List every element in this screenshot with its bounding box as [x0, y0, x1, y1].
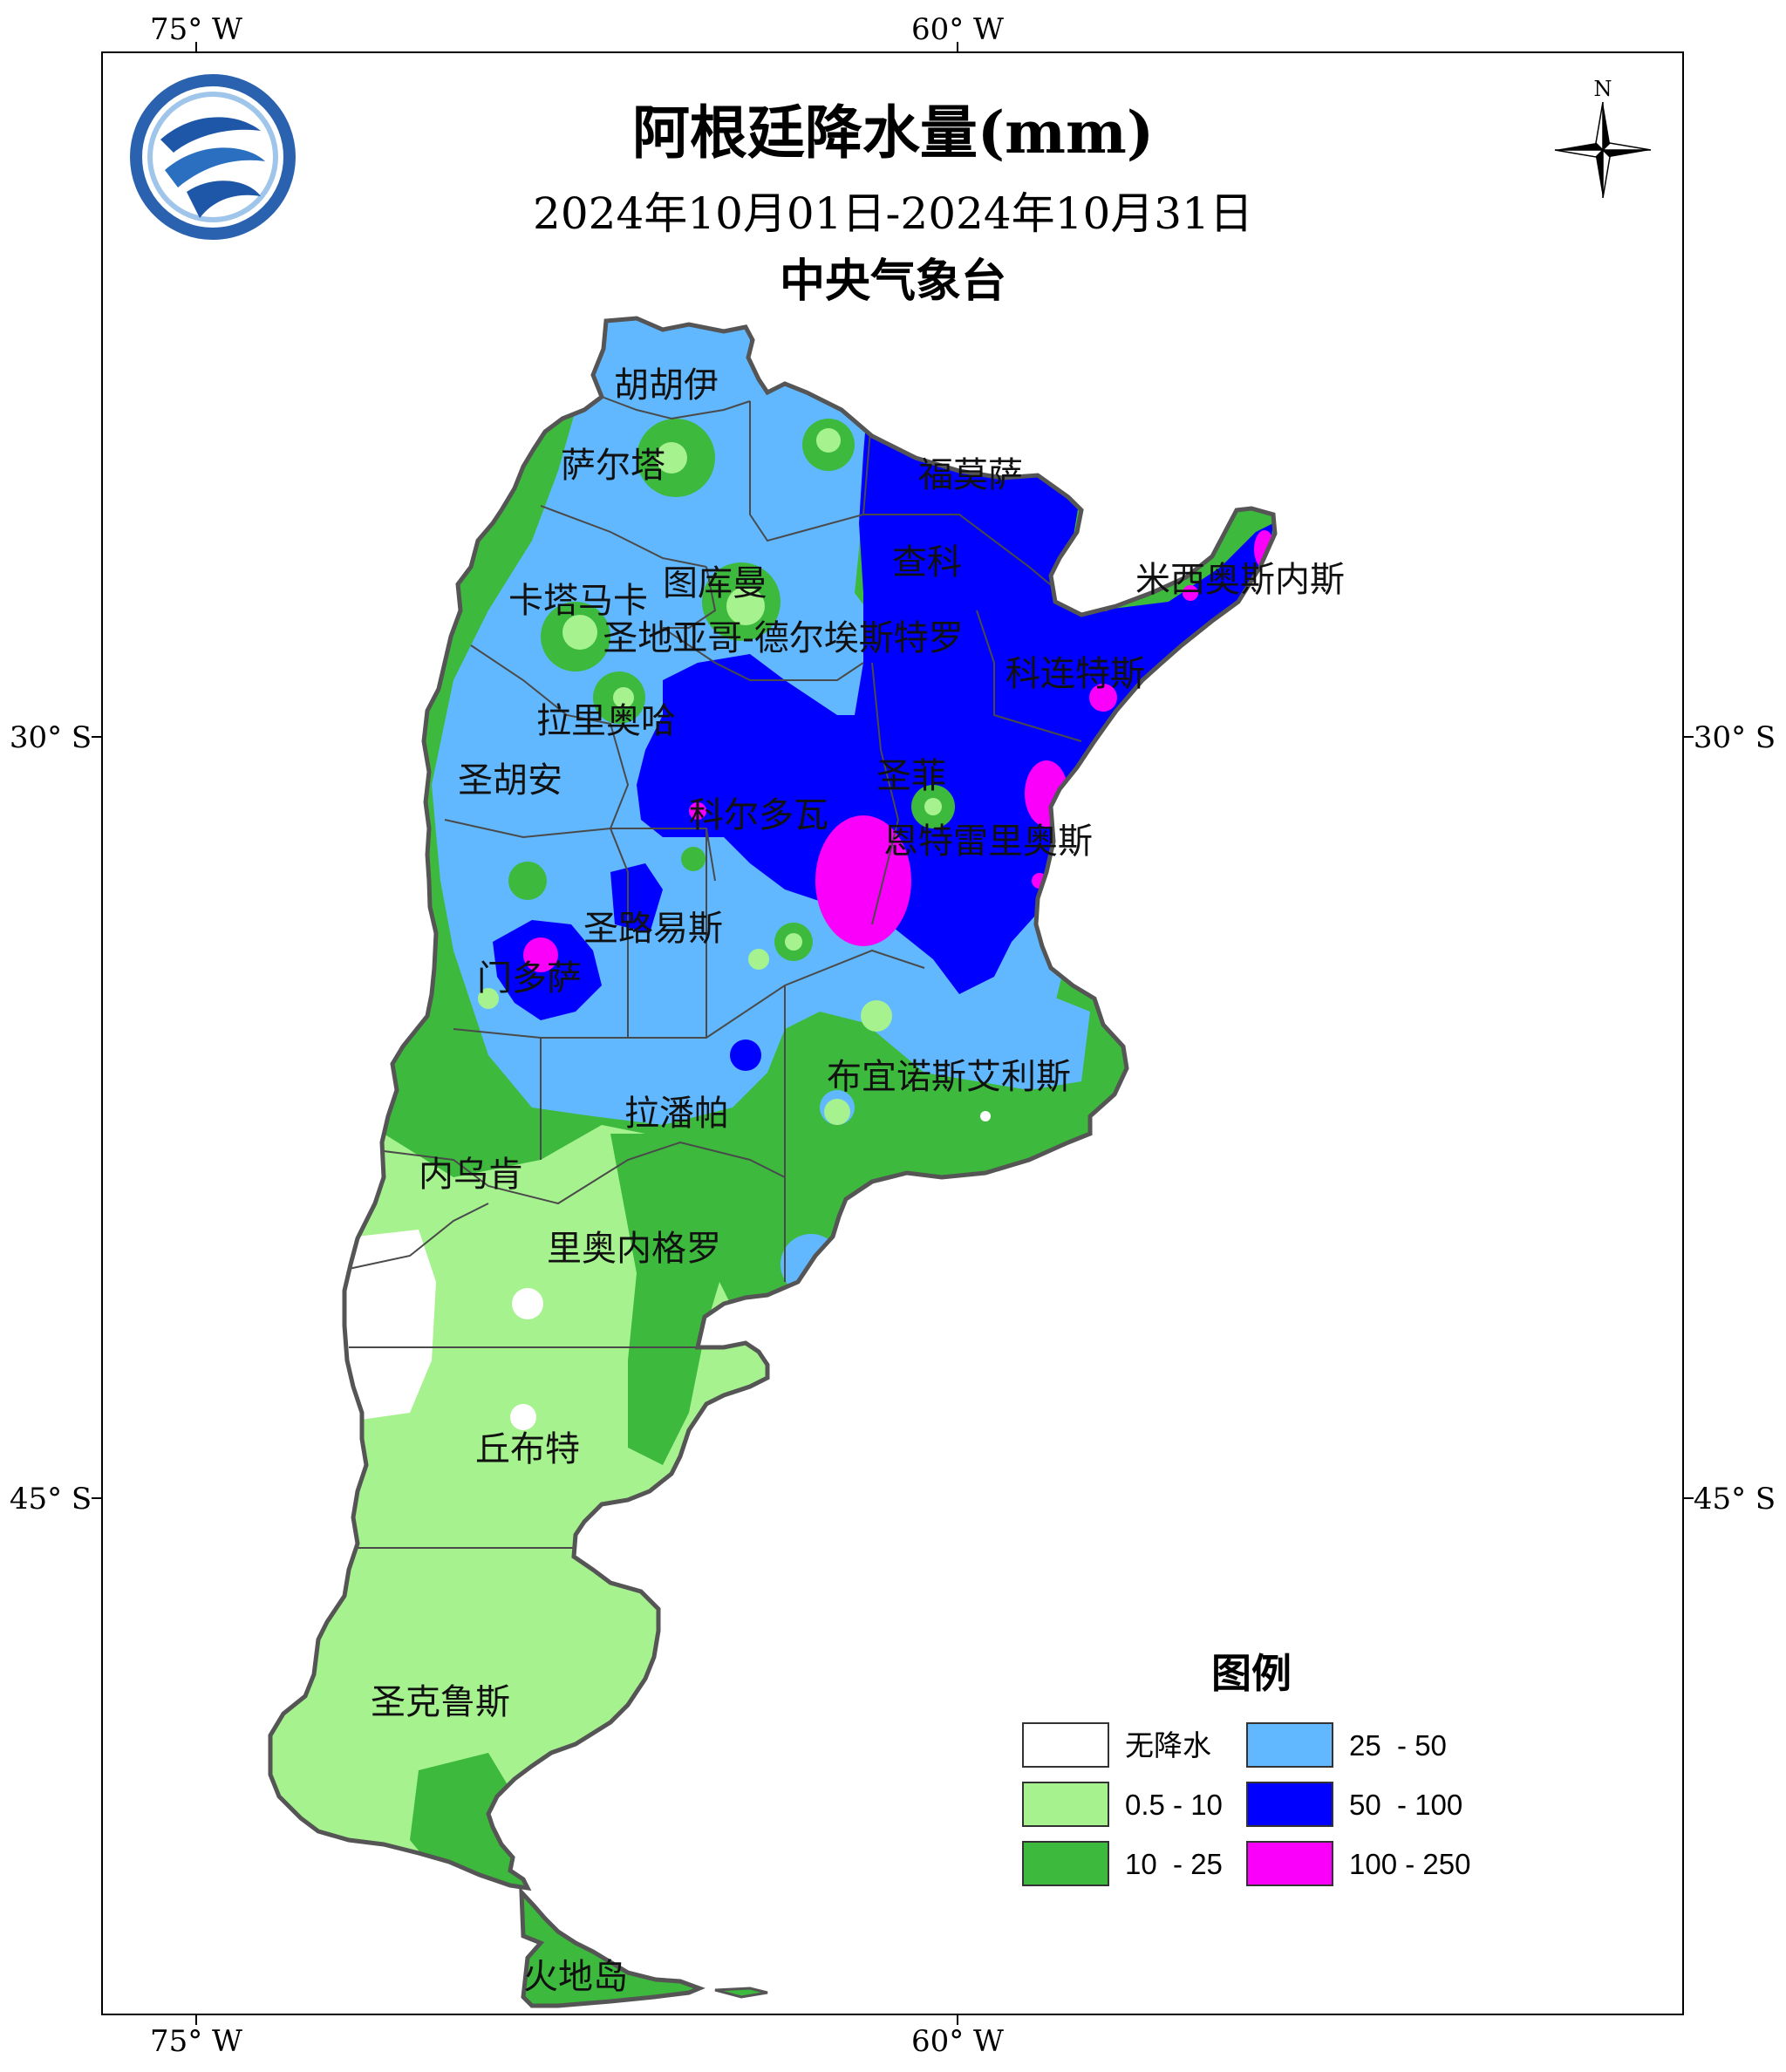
province-label-chubut: 丘布特	[475, 1429, 580, 1469]
lon-label-top-60w: 60° W	[911, 12, 1004, 47]
province-labels: 胡胡伊 萨尔塔 福莫萨 查科 米西奥斯内斯 图库曼 卡塔马卡 圣地亚哥-德尔埃斯…	[371, 365, 1345, 1997]
legend-swatch-0-5-10	[1022, 1782, 1109, 1827]
province-label-buenos-aires: 布宜诺斯艾利斯	[827, 1057, 1071, 1097]
province-label-tucuman: 图库曼	[663, 563, 767, 603]
province-label-santa-cruz: 圣克鲁斯	[371, 1682, 510, 1722]
province-label-salta: 萨尔塔	[561, 446, 665, 486]
province-label-mendoza: 门多萨	[477, 958, 582, 999]
province-label-cordoba: 科尔多瓦	[689, 795, 828, 835]
legend-swatch-none	[1022, 1722, 1109, 1768]
province-label-misiones: 米西奥斯内斯	[1135, 560, 1345, 600]
north-label: N	[1594, 77, 1612, 101]
staten-island	[714, 1987, 768, 1999]
legend-label-25-50: 25 - 50	[1349, 1729, 1447, 1762]
lat-label-left-30s: 30° S	[10, 720, 92, 755]
legend-title: 图例	[1211, 1650, 1292, 1697]
province-label-rio-negro: 里奥内格罗	[547, 1229, 721, 1269]
legend-label-50-100: 50 - 100	[1349, 1789, 1462, 1821]
province-label-san-juan: 圣胡安	[458, 760, 562, 801]
province-label-la-rioja: 拉里奥哈	[536, 701, 676, 741]
north-arrow-icon: N	[1554, 77, 1652, 199]
agency-name: 中央气象台	[780, 256, 1006, 308]
lat-label-left-45s: 45° S	[10, 1482, 92, 1517]
date-range: 2024年10月01日-2024年10月31日	[533, 188, 1253, 239]
province-label-tierra-del-fuego: 火地岛	[523, 1957, 628, 1997]
province-label-la-pampa: 拉潘帕	[624, 1094, 729, 1134]
legend-swatch-25-50	[1246, 1722, 1333, 1768]
cma-logo	[130, 74, 296, 240]
province-label-san-luis: 圣路易斯	[583, 909, 723, 949]
lon-label-bottom-75w: 75° W	[150, 2024, 242, 2059]
province-label-entre-rios: 恩特雷里奥斯	[883, 821, 1093, 862]
province-label-formosa: 福莫萨	[918, 455, 1023, 495]
legend-label-10-25: 10 - 25	[1125, 1848, 1223, 1880]
legend-label-100-250: 100 - 250	[1349, 1848, 1470, 1880]
province-label-corrientes: 科连特斯	[1005, 654, 1145, 694]
province-label-santa-fe: 圣菲	[876, 756, 946, 796]
graticule-ticks	[92, 42, 1694, 2025]
province-label-jujuy: 胡胡伊	[614, 365, 719, 406]
map-frame	[101, 51, 1684, 2015]
legend-label-none: 无降水	[1125, 1728, 1211, 1762]
legend-swatch-10-25	[1022, 1841, 1109, 1886]
legend-swatch-50-100	[1246, 1782, 1333, 1827]
province-label-catamarca: 卡塔马卡	[508, 581, 648, 621]
lat-label-right-30s: 30° S	[1694, 720, 1776, 755]
province-label-chaco: 查科	[892, 542, 962, 583]
legend: 图例 无降水 0.5 - 10 10 - 25 25 - 50 50 - 100…	[1022, 1650, 1470, 1886]
lon-label-bottom-60w: 60° W	[911, 2024, 1004, 2059]
legend-label-0-5-10: 0.5 - 10	[1125, 1789, 1223, 1821]
province-label-santiago-del-estero: 圣地亚哥-德尔埃斯特罗	[603, 618, 964, 658]
lat-label-right-45s: 45° S	[1694, 1482, 1776, 1517]
map-title: 阿根廷降水量(mm)	[632, 99, 1154, 167]
legend-swatch-100-250	[1246, 1841, 1333, 1886]
lon-label-top-75w: 75° W	[150, 12, 242, 47]
precipitation-fill	[270, 318, 1275, 1888]
tierra-del-fuego-outline	[519, 1886, 706, 2008]
province-label-neuquen: 内乌肯	[419, 1155, 523, 1195]
